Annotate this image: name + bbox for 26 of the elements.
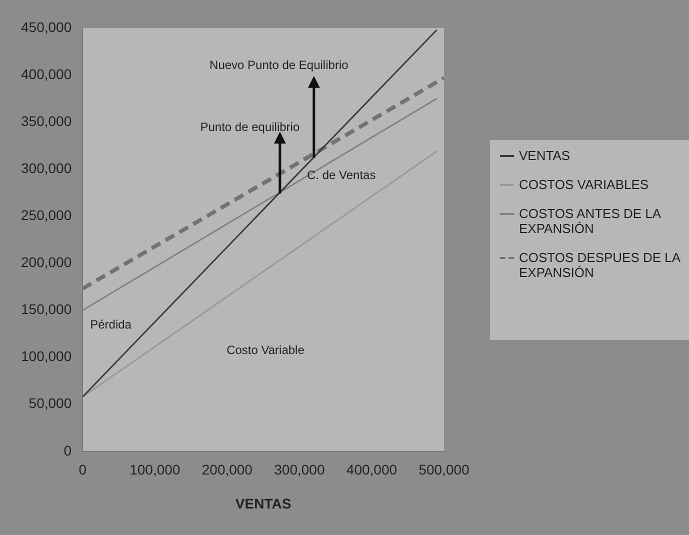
x-tick-label: 0 bbox=[78, 462, 87, 478]
x-tick-label: 400,000 bbox=[346, 462, 398, 478]
annotation: C. de Ventas bbox=[307, 168, 376, 182]
y-tick-label: 50,000 bbox=[28, 395, 72, 412]
y-tick-label: 250,000 bbox=[20, 207, 72, 224]
x-axis-title: VENTAS bbox=[235, 495, 292, 512]
y-tick-label: 100,000 bbox=[20, 348, 72, 364]
y-tick-label: 400,000 bbox=[20, 66, 72, 82]
x-tick-label: 300,000 bbox=[274, 462, 325, 478]
annotation: Pérdida bbox=[90, 318, 132, 332]
y-tick-label: 200,000 bbox=[20, 254, 72, 270]
y-tick-label: 150,000 bbox=[20, 301, 72, 318]
y-tick-label: 300,000 bbox=[20, 160, 72, 176]
y-tick-label: 350,000 bbox=[20, 112, 72, 129]
y-tick-label: 0 bbox=[64, 442, 72, 458]
x-tick-label: 200,000 bbox=[202, 462, 253, 478]
legend-label: COSTOS ANTES DE LA EXPANSIÓN bbox=[519, 206, 662, 236]
annotation: Nuevo Punto de Equilibrio bbox=[210, 58, 349, 72]
annotation: Punto de equilibrio bbox=[200, 120, 300, 134]
x-tick-label: 500,000 bbox=[418, 462, 470, 478]
legend-label: COSTOS DESPUES DE LA EXPANSIÓN bbox=[519, 250, 682, 280]
legend-label: VENTAS bbox=[519, 148, 570, 163]
annotation: Costo Variable bbox=[226, 342, 305, 357]
x-tick-label: 100,000 bbox=[130, 462, 180, 478]
y-tick-label: 450,000 bbox=[20, 18, 72, 35]
legend-label: COSTOS VARIABLES bbox=[519, 177, 649, 192]
